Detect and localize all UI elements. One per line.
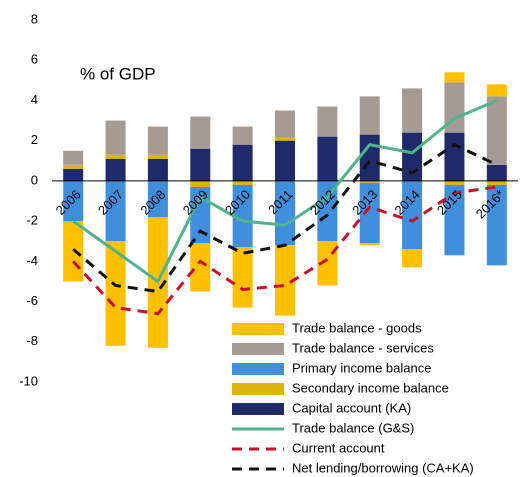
bar — [232, 126, 253, 145]
annotation: % of GDP — [80, 64, 156, 83]
bar — [486, 96, 507, 165]
legend-swatch — [232, 383, 284, 395]
legend-label: Capital account (KA) — [292, 400, 411, 415]
bar — [359, 180, 380, 183]
bar — [444, 180, 465, 185]
bar — [63, 150, 84, 165]
bar — [190, 148, 211, 181]
bar — [232, 184, 253, 248]
bar — [147, 180, 168, 218]
bar — [105, 241, 126, 346]
bar — [444, 132, 465, 181]
bar — [275, 245, 295, 316]
bar — [359, 182, 380, 244]
bar — [147, 154, 168, 159]
bar — [444, 184, 465, 256]
bar — [402, 249, 423, 268]
bar — [359, 96, 380, 135]
bar — [147, 126, 168, 155]
line — [72, 185, 498, 316]
y-tick-label: 2 — [31, 132, 38, 147]
bar — [359, 134, 380, 181]
legend-swatch — [232, 403, 284, 415]
legend-swatch — [232, 323, 284, 335]
legend-label: Primary income balance — [292, 360, 431, 375]
legend-label: Current account — [292, 440, 385, 455]
bar — [444, 72, 465, 83]
bar — [275, 180, 295, 246]
legend-label: Net lending/borrowing (CA+KA) — [292, 460, 474, 475]
legend-label: Trade balance - services — [292, 340, 434, 355]
bar — [359, 243, 380, 246]
bar — [105, 180, 126, 242]
bar — [275, 110, 295, 138]
y-tick-label: -6 — [26, 293, 38, 308]
bar — [486, 84, 507, 97]
line — [72, 142, 498, 294]
bar — [232, 247, 253, 308]
bar — [486, 180, 507, 185]
y-tick-label: 0 — [31, 172, 38, 187]
bar — [275, 140, 295, 181]
y-tick-label: -2 — [26, 213, 38, 228]
bar — [317, 180, 338, 242]
bar — [63, 221, 84, 282]
bar — [190, 116, 211, 149]
y-tick-label: -4 — [26, 253, 38, 268]
y-tick-label: 8 — [31, 11, 38, 26]
y-tick-label: 6 — [31, 52, 38, 67]
bar — [444, 82, 465, 133]
bar — [317, 136, 338, 181]
bar — [402, 180, 423, 250]
legend-label: Trade balance - goods — [292, 320, 422, 335]
legend-label: Trade balance (G&S) — [292, 420, 414, 435]
bar — [147, 158, 168, 181]
bar — [63, 180, 84, 222]
bar — [105, 158, 126, 181]
bar — [486, 164, 507, 181]
y-tick-label: -8 — [26, 333, 38, 348]
bar — [190, 180, 211, 187]
line — [72, 99, 498, 284]
bar — [232, 144, 253, 181]
bar — [275, 137, 295, 141]
bar — [105, 154, 126, 159]
bar — [63, 168, 84, 181]
legend-swatch — [232, 363, 284, 375]
legend-label: Secondary income balance — [292, 380, 449, 395]
bar — [190, 243, 211, 292]
y-tick-label: -10 — [19, 373, 38, 388]
legend-swatch — [232, 343, 284, 355]
bar — [105, 120, 126, 155]
bar — [402, 88, 423, 133]
bar — [486, 184, 507, 266]
bar — [63, 164, 84, 169]
bar — [317, 106, 338, 137]
y-tick-label: 4 — [31, 92, 38, 107]
bar — [232, 180, 253, 185]
